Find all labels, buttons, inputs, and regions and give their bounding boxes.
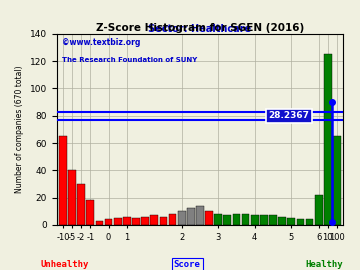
Bar <box>233 214 240 225</box>
Bar <box>132 218 140 225</box>
Bar <box>315 195 323 225</box>
Bar <box>196 206 204 225</box>
Bar <box>297 220 304 225</box>
Text: Unhealthy: Unhealthy <box>41 260 89 269</box>
Bar <box>95 221 103 225</box>
Bar <box>123 217 131 225</box>
Bar <box>242 214 249 225</box>
Text: ©www.textbiz.org: ©www.textbiz.org <box>62 38 141 47</box>
Bar <box>150 215 158 225</box>
Bar <box>260 215 268 225</box>
Bar <box>105 220 112 225</box>
Y-axis label: Number of companies (670 total): Number of companies (670 total) <box>15 66 24 193</box>
Text: Healthy: Healthy <box>305 260 343 269</box>
Bar <box>86 200 94 225</box>
Bar <box>205 211 213 225</box>
Bar <box>287 218 295 225</box>
Text: Score: Score <box>174 260 201 269</box>
Bar <box>306 220 314 225</box>
Bar <box>141 217 149 225</box>
Bar <box>214 214 222 225</box>
Bar <box>324 54 332 225</box>
Bar <box>68 170 76 225</box>
Bar <box>168 214 176 225</box>
Bar <box>224 215 231 225</box>
Bar <box>114 218 122 225</box>
Text: 28.2367: 28.2367 <box>269 111 310 120</box>
Bar <box>251 215 258 225</box>
Bar <box>269 215 277 225</box>
Bar <box>159 217 167 225</box>
Text: The Research Foundation of SUNY: The Research Foundation of SUNY <box>62 57 198 63</box>
Title: Z-Score Histogram for SGEN (2016): Z-Score Histogram for SGEN (2016) <box>96 23 304 33</box>
Bar <box>278 217 286 225</box>
Bar <box>333 136 341 225</box>
Text: Sector: Healthcare: Sector: Healthcare <box>148 24 252 34</box>
Bar <box>59 136 67 225</box>
Bar <box>187 208 195 225</box>
Bar <box>77 184 85 225</box>
Bar <box>178 211 185 225</box>
